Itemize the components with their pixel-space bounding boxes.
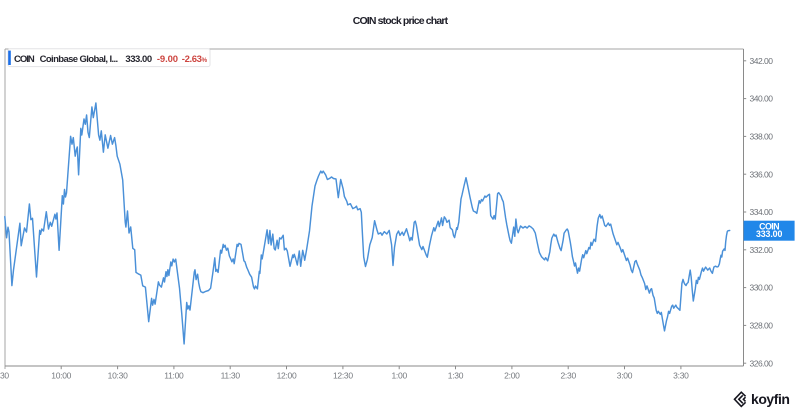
svg-text:2:00: 2:00 — [504, 371, 520, 381]
svg-text:2:30: 2:30 — [560, 371, 576, 381]
svg-text:10:00: 10:00 — [51, 371, 71, 381]
svg-text:-2.63: -2.63 — [182, 54, 202, 65]
svg-text:1:00: 1:00 — [391, 371, 407, 381]
svg-text:336.00: 336.00 — [750, 169, 774, 179]
svg-text:%: % — [202, 57, 208, 64]
svg-text:10:30: 10:30 — [108, 371, 128, 381]
svg-text:338.00: 338.00 — [750, 132, 774, 142]
svg-text:COIN: COIN — [14, 54, 35, 65]
svg-text:11:30: 11:30 — [221, 371, 241, 381]
svg-text:328.00: 328.00 — [750, 321, 774, 331]
svg-text:332.00: 332.00 — [750, 245, 774, 255]
svg-text:-9.00: -9.00 — [157, 54, 178, 65]
svg-text:333.00: 333.00 — [125, 54, 151, 65]
svg-text:334.00: 334.00 — [750, 207, 774, 217]
svg-text:333.00: 333.00 — [756, 229, 783, 239]
svg-text:11:00: 11:00 — [164, 371, 184, 381]
svg-text:1:30: 1:30 — [448, 371, 464, 381]
svg-text:340.00: 340.00 — [750, 94, 774, 104]
svg-text:326.00: 326.00 — [750, 358, 774, 368]
svg-text:12:00: 12:00 — [277, 371, 297, 381]
svg-text:3:30: 3:30 — [673, 371, 689, 381]
svg-text:330.00: 330.00 — [750, 283, 774, 293]
svg-text:koyfin: koyfin — [751, 391, 789, 407]
svg-text:3:00: 3:00 — [617, 371, 633, 381]
svg-text:COIN: COIN — [759, 221, 779, 231]
svg-text:Coinbase Global, I...: Coinbase Global, I... — [40, 54, 118, 65]
svg-text:30: 30 — [0, 371, 9, 381]
svg-text:342.00: 342.00 — [750, 56, 774, 66]
svg-text:COIN stock price chart: COIN stock price chart — [353, 15, 449, 27]
svg-text:12:30: 12:30 — [333, 371, 353, 381]
